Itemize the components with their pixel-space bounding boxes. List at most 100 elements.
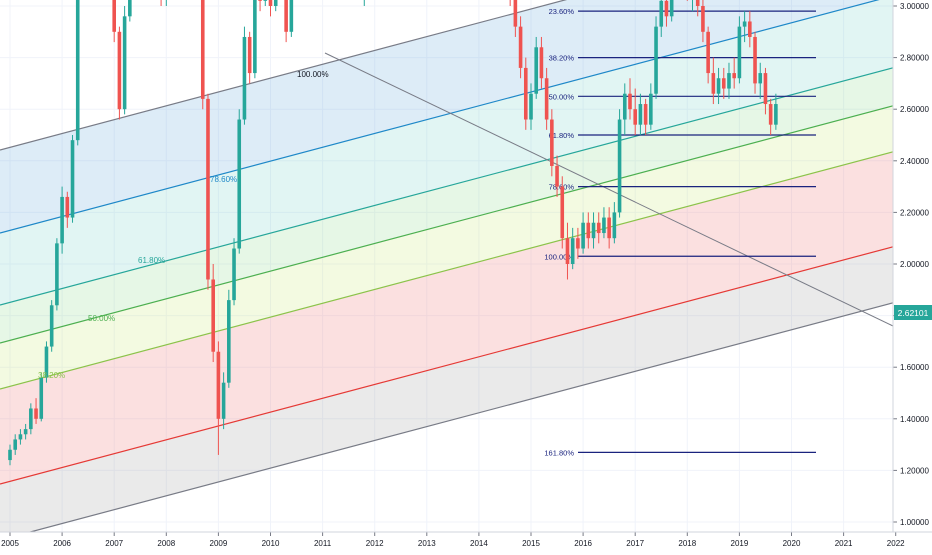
- pitchfork-level-line: [0, 246, 894, 485]
- candle-body: [550, 119, 554, 166]
- fib-level-label: 50.00%: [549, 92, 575, 101]
- candle-body: [544, 78, 549, 120]
- candle-body: [628, 93, 632, 110]
- pitchfork-level-label: 78.60%: [210, 175, 237, 184]
- candle-body: [513, 0, 518, 27]
- candle-body: [768, 104, 773, 125]
- candle-body: [75, 0, 80, 141]
- pitchfork-level-label: 100.00%: [297, 70, 329, 79]
- candle-body: [622, 93, 627, 120]
- price-axis[interactable]: 1.000001.200001.400001.600001.800002.000…: [892, 0, 932, 532]
- time-tick-label: 2007: [105, 539, 123, 548]
- candle-body: [39, 377, 44, 419]
- candle-body: [518, 26, 523, 68]
- fib-level-label: 161.80%: [544, 448, 574, 457]
- time-tick-label: 2010: [262, 539, 280, 548]
- candle-body: [565, 238, 570, 264]
- candle-body: [664, 0, 669, 17]
- candle-body: [206, 98, 210, 280]
- pitchfork-level-line: [0, 151, 894, 390]
- candle-body: [576, 238, 580, 249]
- time-tick-label: 2022: [887, 539, 905, 548]
- pitchfork-band: [0, 67, 893, 343]
- price-tick-label: 1.00000: [900, 518, 929, 527]
- candle-body: [8, 449, 12, 461]
- time-tick-label: 2011: [314, 539, 332, 548]
- time-tick-label: 2012: [366, 539, 384, 548]
- time-tick-label: 2016: [574, 539, 592, 548]
- candle-body: [753, 36, 757, 84]
- candle-body: [284, 0, 288, 32]
- candle-body: [529, 93, 533, 120]
- candle-body: [65, 196, 70, 218]
- candle-body: [654, 26, 658, 94]
- candle-body: [44, 346, 49, 378]
- candle-body: [742, 21, 747, 27]
- candle-body: [758, 73, 763, 84]
- time-tick-label: 2017: [626, 539, 644, 548]
- time-tick-label: 2018: [678, 539, 696, 548]
- pitchfork-level-line: [0, 302, 894, 541]
- candle-body: [221, 382, 226, 419]
- candle-body: [748, 21, 752, 37]
- candle-body: [732, 73, 736, 79]
- time-tick-label: 2021: [835, 539, 853, 548]
- time-tick-label: 2006: [53, 539, 71, 548]
- candle-body: [523, 67, 528, 120]
- candle-body: [237, 119, 242, 249]
- last-price-tag-bg: [894, 305, 932, 320]
- candle-body: [695, 0, 700, 6]
- candle-body: [586, 222, 591, 239]
- candle-body: [29, 408, 33, 430]
- candle-body: [727, 73, 731, 89]
- price-tick-label: 3.00000: [900, 2, 929, 11]
- candle-body: [216, 351, 221, 419]
- trend-line: [324, 52, 894, 327]
- pitchfork-level-line: [0, 0, 568, 151]
- pitchfork-band: [0, 246, 893, 540]
- candle-body: [55, 243, 59, 306]
- candle-body: [649, 93, 653, 125]
- time-tick-label: 2019: [731, 539, 749, 548]
- time-tick-label: 2020: [783, 539, 801, 548]
- candle-body: [117, 31, 122, 110]
- price-tick-label: 2.00000: [900, 260, 929, 269]
- candle-body: [60, 196, 64, 244]
- candle-body: [555, 165, 559, 187]
- time-tick-label: 2009: [210, 539, 228, 548]
- price-tick-label: 1.60000: [900, 363, 929, 372]
- candle-body: [617, 119, 622, 213]
- price-tick-label: 2.80000: [900, 54, 929, 63]
- downtrend-line: [324, 52, 894, 327]
- candle-body: [534, 47, 539, 94]
- last-price-tag: 2.62101: [894, 305, 932, 320]
- pitchfork-level-label: 50.00%: [88, 314, 115, 323]
- price-tick-label: 2.20000: [900, 208, 929, 217]
- candle-body: [34, 408, 38, 419]
- candles: [8, 0, 778, 466]
- candle-body: [112, 0, 116, 32]
- candle-body: [200, 0, 205, 99]
- candle-body: [227, 300, 231, 383]
- price-tick-label: 2.60000: [900, 105, 929, 114]
- candle-body: [596, 222, 601, 234]
- candle-body: [607, 217, 611, 239]
- candle-body: [70, 140, 75, 218]
- candle-body: [49, 305, 54, 347]
- price-tick-label: 1.20000: [900, 466, 929, 475]
- candle-body: [242, 36, 247, 120]
- candle-body: [13, 439, 18, 450]
- candle-body: [273, 0, 278, 6]
- price-tick-label: 1.40000: [900, 415, 929, 424]
- time-tick-label: 2014: [470, 539, 488, 548]
- time-tick-label: 2008: [157, 539, 175, 548]
- candle-body: [701, 6, 705, 32]
- pitchfork-band: [0, 0, 893, 305]
- candle-body: [268, 0, 273, 7]
- candle-body: [570, 238, 575, 264]
- candle-body: [539, 47, 544, 79]
- time-axis[interactable]: 2005 2006 2007 2008 2009 2010 2011 2012 2013 2014…: [0, 531, 932, 550]
- candle-body: [774, 104, 778, 125]
